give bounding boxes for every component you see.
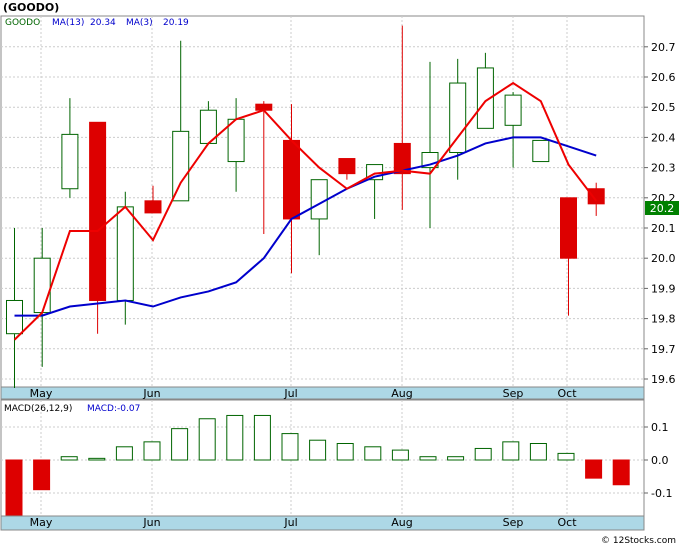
price-y-tick-label: 20.0	[651, 252, 676, 265]
price-y-tick-label: 20.4	[651, 131, 676, 144]
price-y-tick-label: 20.5	[651, 101, 676, 114]
macd-bar	[226, 414, 244, 461]
macd-bar	[502, 441, 520, 461]
candle-body	[393, 142, 411, 175]
legend-ticker: GOODO	[5, 18, 40, 28]
macd-x-tick-label: Jun	[142, 516, 160, 529]
price-y-tick-label: 19.7	[651, 343, 676, 356]
price-y-tick-label: 20.1	[651, 222, 676, 235]
price-x-tick-label: May	[30, 387, 53, 400]
price-y-tick-label: 20.3	[651, 162, 676, 175]
macd-bar	[585, 459, 603, 479]
macd-y-tick-label: -0.1	[651, 487, 672, 500]
macd-bar	[143, 441, 161, 461]
macd-bar	[171, 428, 189, 461]
macd-x-tick-label: May	[30, 516, 53, 529]
macd-x-tick-label: Sep	[503, 516, 524, 529]
macd-bar	[557, 452, 575, 461]
price-date-axis-band	[0, 386, 645, 400]
macd-legend-label: MACD(26,12,9)	[4, 404, 72, 414]
macd-y-tick-label: 0.0	[651, 454, 669, 467]
macd-x-tick-label: Aug	[391, 516, 412, 529]
macd-y-tick-label: 0.1	[651, 421, 669, 434]
price-y-tick-label: 19.9	[651, 282, 676, 295]
macd-bar	[419, 456, 437, 461]
candle-body	[6, 299, 23, 335]
macd-legend: MACD(26,12,9) MACD:-0.07	[4, 404, 140, 414]
price-x-tick-label: Aug	[391, 387, 412, 400]
macd-bar	[447, 456, 465, 461]
candle-body	[116, 206, 134, 301]
price-x-tick-labels: May Jun Jul Aug Sep Oct	[30, 387, 578, 400]
macd-x-tick-labels: May Jun Jul Aug Sep Oct	[30, 516, 578, 529]
watermark: © 12Stocks.com	[601, 536, 676, 546]
price-y-tick-label: 20.6	[651, 71, 676, 84]
macd-y-tick-labels: 0.1 0.0 -0.1	[644, 421, 672, 500]
price-y-tick-label: 19.8	[651, 313, 676, 326]
macd-date-axis-band	[0, 515, 645, 531]
macd-bar	[336, 443, 354, 461]
macd-histogram	[5, 414, 630, 516]
macd-bar	[253, 414, 271, 461]
candle-body	[310, 179, 328, 220]
macd-bar	[309, 439, 327, 461]
macd-bar	[198, 418, 216, 461]
macd-bar	[60, 456, 78, 461]
macd-x-tick-label: Jul	[283, 516, 297, 529]
candle-body	[476, 67, 494, 129]
macd-x-tick-label: Oct	[557, 516, 577, 529]
last-price-badge-text: 20.2	[650, 202, 675, 215]
candle-body	[532, 139, 550, 163]
candle-body	[227, 118, 245, 163]
ma3-line	[13, 81, 597, 341]
candle-body	[172, 130, 190, 202]
price-x-tick-label: Oct	[557, 387, 577, 400]
price-y-tick-label: 19.6	[651, 373, 676, 386]
macd-bar	[364, 446, 382, 461]
candle-body	[144, 200, 162, 214]
price-y-tick-label: 20.7	[651, 41, 676, 54]
macd-bar	[612, 459, 630, 486]
macd-bar	[281, 433, 299, 461]
candle-body	[61, 133, 79, 190]
candle-body	[89, 121, 107, 301]
macd-bar	[529, 443, 547, 461]
price-x-tick-label: Jul	[283, 387, 297, 400]
ma13-line	[14, 136, 597, 317]
candle-body	[560, 197, 577, 259]
chart-title: (GOODO)	[3, 1, 59, 14]
candle-body	[449, 82, 467, 153]
candle-body	[283, 139, 300, 220]
candle-body	[504, 94, 522, 126]
candle-body	[338, 158, 356, 175]
price-y-tick-labels: 19.6 19.7 19.8 19.9 20.0 20.1 20.2 20.3 20.4 20.5…	[644, 41, 676, 386]
candle-body	[33, 257, 51, 314]
macd-bar	[115, 446, 133, 461]
legend-ma13-value: 20.34	[90, 18, 116, 28]
legend-ma3-label: MA(3)	[126, 18, 153, 28]
price-x-tick-label: Jun	[142, 387, 160, 400]
price-legend: GOODO MA(13) 20.34 MA(3) 20.19	[5, 18, 189, 28]
macd-bar	[5, 459, 23, 516]
macd-bar	[391, 449, 409, 461]
candle-body	[587, 188, 605, 205]
legend-ma3-value: 20.19	[163, 18, 189, 28]
macd-bar	[88, 457, 106, 461]
last-price-badge	[645, 201, 679, 215]
candlestick-series	[6, 25, 605, 389]
macd-legend-value: MACD:-0.07	[87, 404, 140, 414]
legend-ma13-label: MA(13)	[52, 18, 84, 28]
price-x-tick-label: Sep	[503, 387, 524, 400]
macd-bar	[474, 447, 492, 461]
macd-bar	[33, 459, 51, 491]
